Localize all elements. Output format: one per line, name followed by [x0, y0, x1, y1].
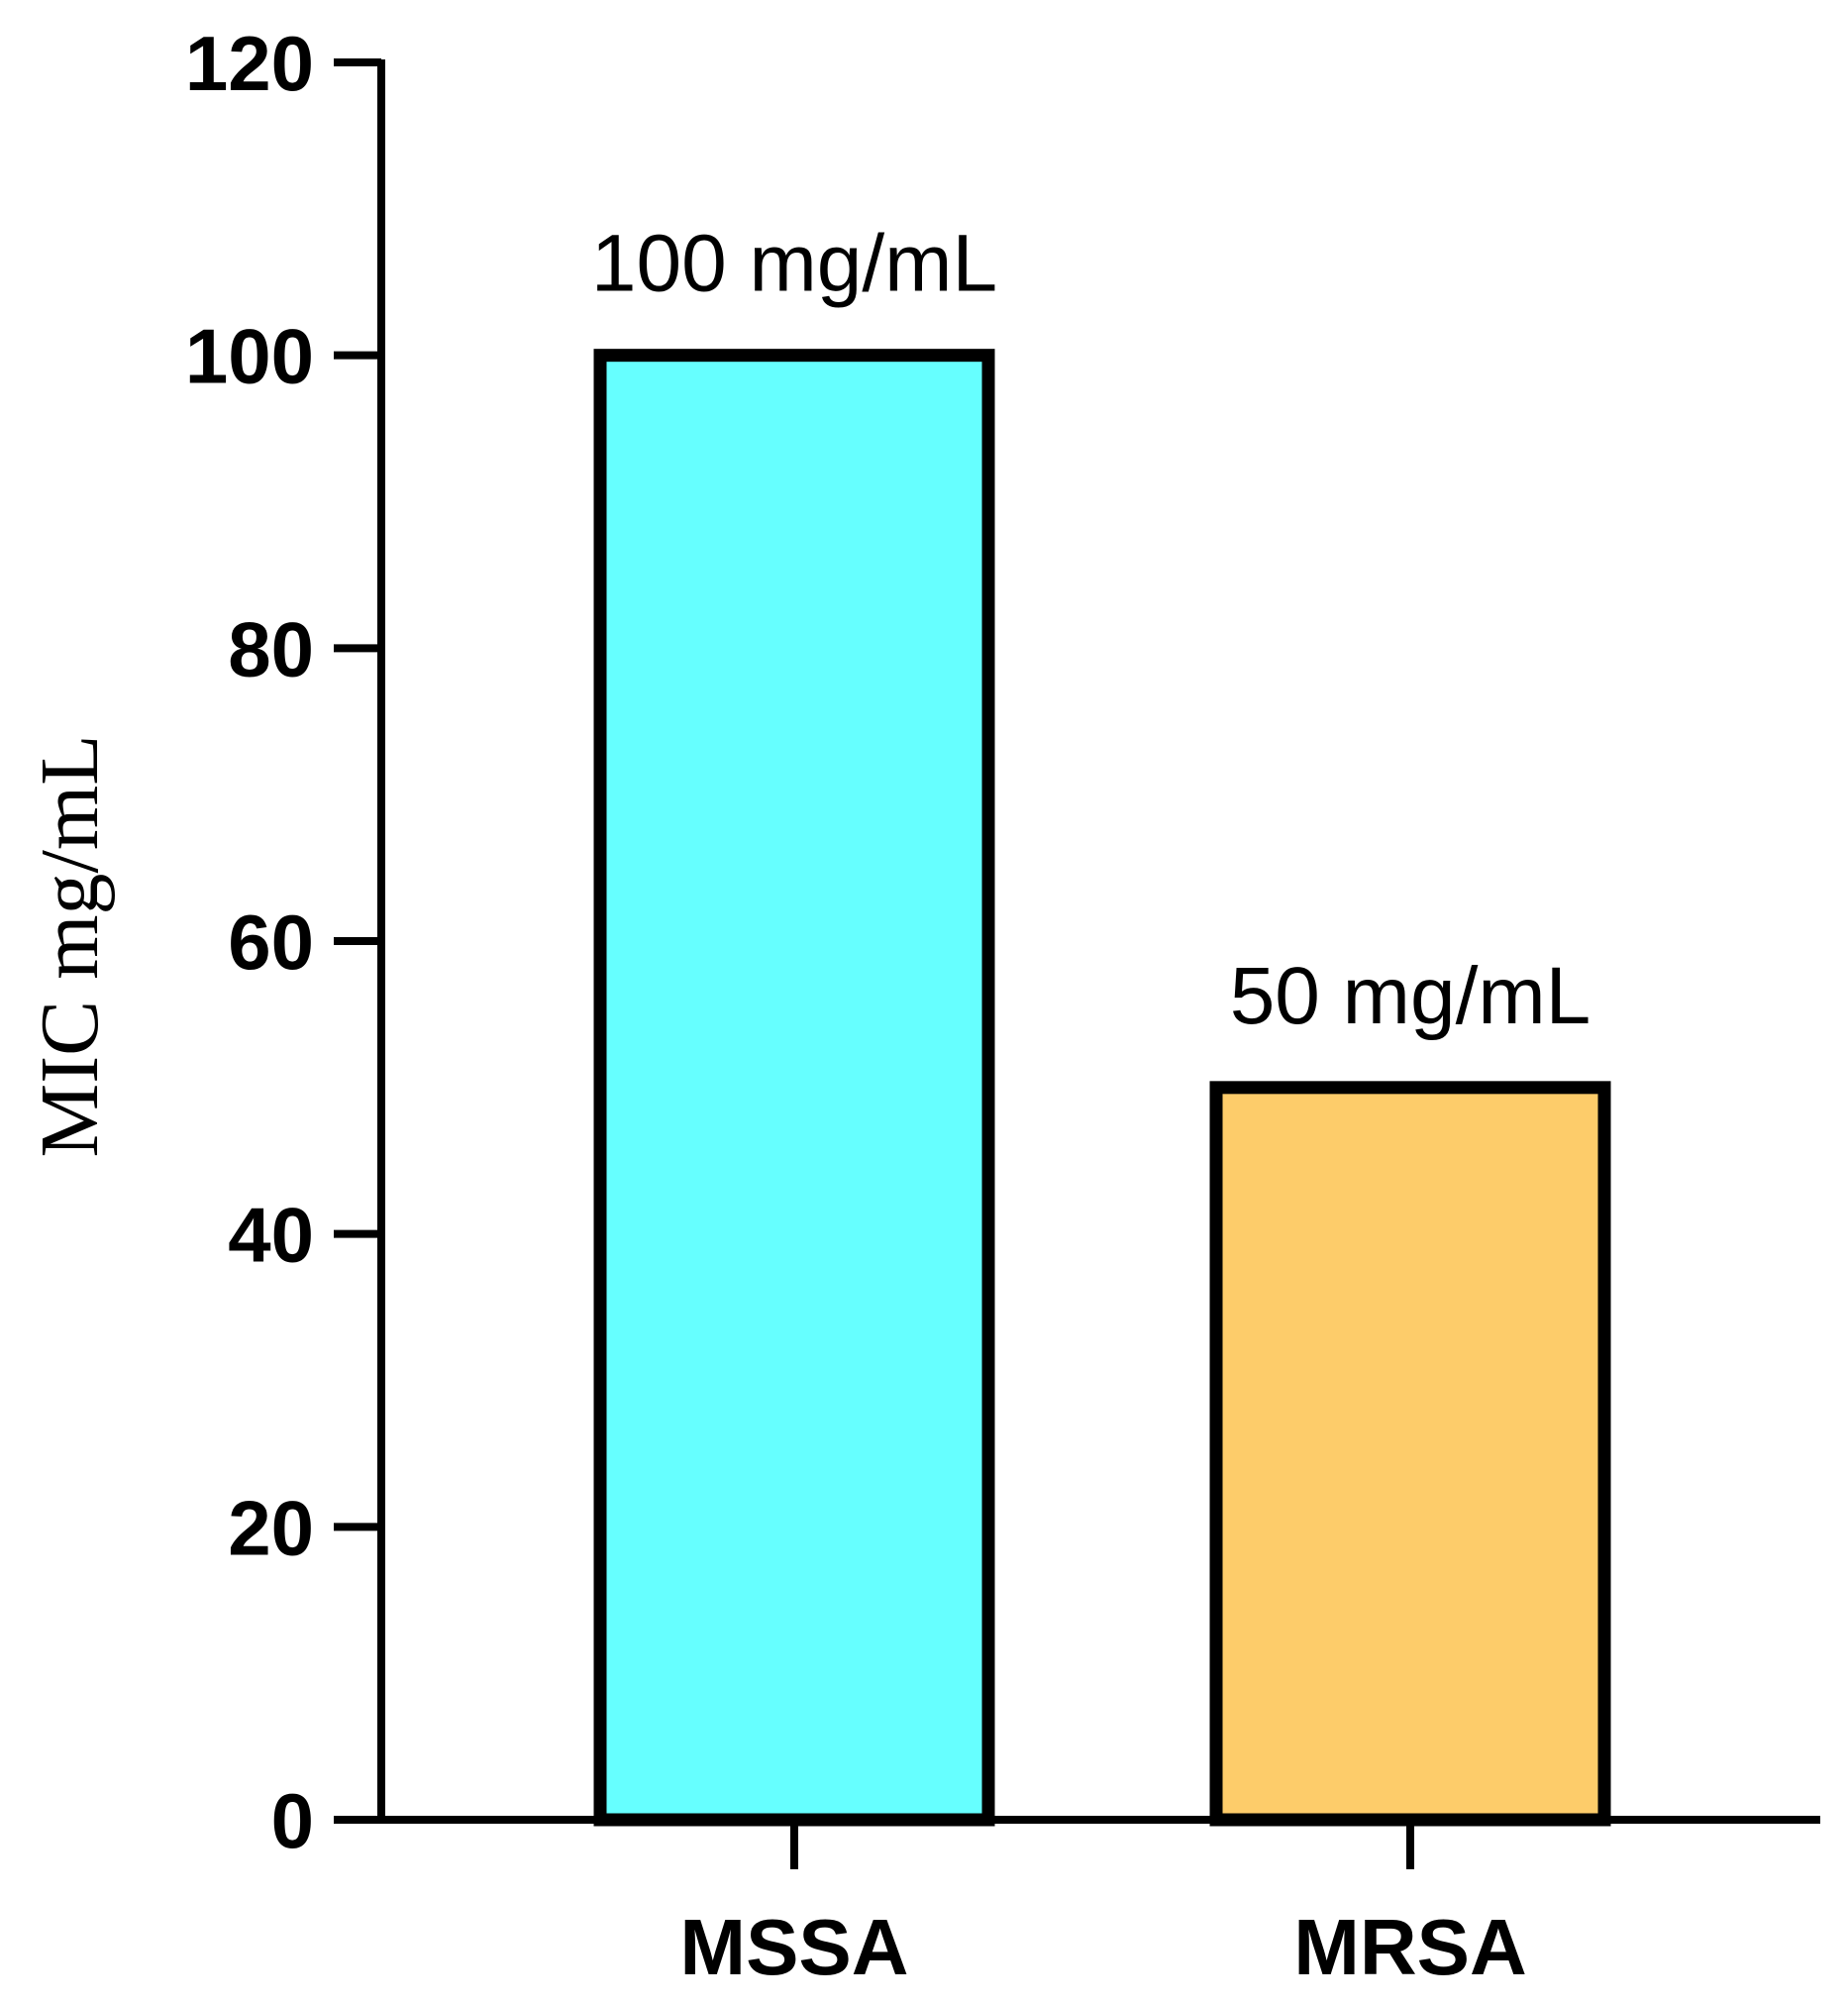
y-tick-label-120: 120	[185, 20, 314, 107]
y-tick-label-40: 40	[228, 1192, 314, 1279]
data-label-mssa: 100 mg/mL	[591, 219, 997, 309]
y-tick-label-0: 0	[271, 1777, 314, 1864]
y-axis: 0 20 40 60 80 100 120	[185, 20, 385, 1864]
y-tick-label-100: 100	[185, 313, 314, 400]
x-tick-label-mrsa: MRSA	[1293, 1903, 1527, 1991]
bars-group	[593, 349, 1611, 1827]
data-label-mrsa: 50 mg/mL	[1230, 951, 1591, 1041]
x-axis: MSSA MRSA	[334, 1816, 1820, 1991]
y-tick-label-80: 80	[228, 605, 314, 692]
y-tick-label-60: 60	[228, 898, 314, 986]
data-labels-group: 100 mg/mL 50 mg/mL	[591, 219, 1591, 1041]
bar-mssa	[593, 349, 995, 1827]
bar-mrsa	[1209, 1081, 1611, 1827]
x-tick-label-mssa: MSSA	[679, 1903, 908, 1991]
y-axis-title: MIC mg/mL	[24, 734, 116, 1157]
y-tick-label-20: 20	[228, 1484, 314, 1571]
